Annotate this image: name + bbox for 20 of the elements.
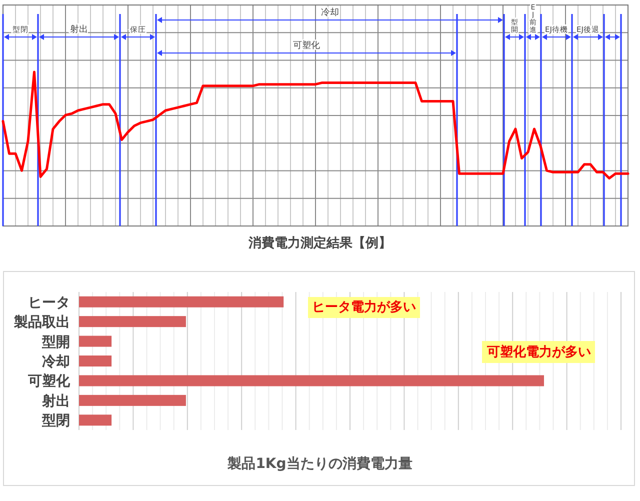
bar	[79, 336, 112, 347]
text: 冷却	[321, 7, 339, 18]
y-tick-label: ヒータ	[28, 294, 70, 311]
bar	[79, 296, 284, 308]
bar	[79, 375, 544, 386]
y-tick-label: 製品取出	[13, 314, 70, 331]
text: 消費電力測定結果【例】	[248, 235, 392, 251]
bar	[79, 394, 186, 406]
annotation: 可塑化電力が多い	[486, 344, 591, 360]
y-tick-label: 型閉	[41, 413, 70, 430]
y-tick-label: 射出	[41, 393, 70, 410]
y-tick-label: 可塑化	[27, 372, 71, 390]
text: 製品1Kg当たりの消費電力量	[226, 456, 412, 472]
y-tick-label: 冷却	[42, 354, 70, 370]
bar	[79, 356, 112, 366]
y-tick-label: 型開	[41, 334, 70, 350]
annotation: ヒータ電力が多い	[312, 300, 416, 315]
bar	[79, 316, 186, 328]
bar	[79, 414, 112, 426]
text: 射出	[70, 24, 88, 35]
